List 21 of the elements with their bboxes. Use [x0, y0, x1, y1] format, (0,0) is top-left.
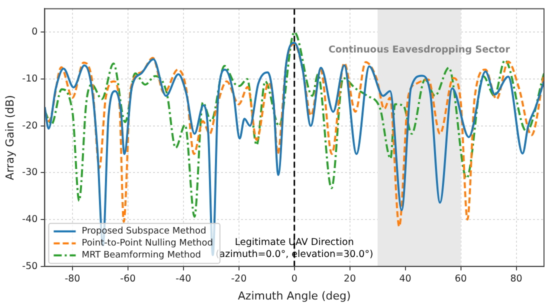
y-tick-label: -30 [22, 167, 38, 178]
x-tick-label: -80 [64, 274, 80, 285]
x-tick-label: 40 [399, 274, 412, 285]
x-tick-label: 60 [454, 274, 467, 285]
y-tick-label: -50 [22, 260, 38, 272]
x-tick-label: -60 [120, 274, 136, 285]
band-label: Continuous Eavesdropping Sector [328, 44, 510, 56]
x-tick-label: 0 [291, 274, 298, 285]
legend-label: MRT Beamforming Method [82, 250, 201, 261]
y-tick-label: 0 [32, 26, 38, 38]
x-tick-label: -40 [176, 274, 192, 285]
y-tick-label: -20 [22, 120, 38, 132]
legend-label: Proposed Subspace Method [82, 226, 206, 237]
y-tick-label: -40 [22, 214, 38, 226]
x-tick-label: -20 [231, 274, 247, 285]
legend-label: Point-to-Point Nulling Method [82, 238, 213, 249]
x-tick-label: 80 [510, 274, 522, 285]
x-axis-title: Azimuth Angle (deg) [238, 289, 351, 302]
y-axis-title: Array Gain (dB) [3, 95, 16, 180]
y-tick-label: -10 [22, 73, 38, 84]
x-tick-label: 20 [344, 274, 356, 285]
